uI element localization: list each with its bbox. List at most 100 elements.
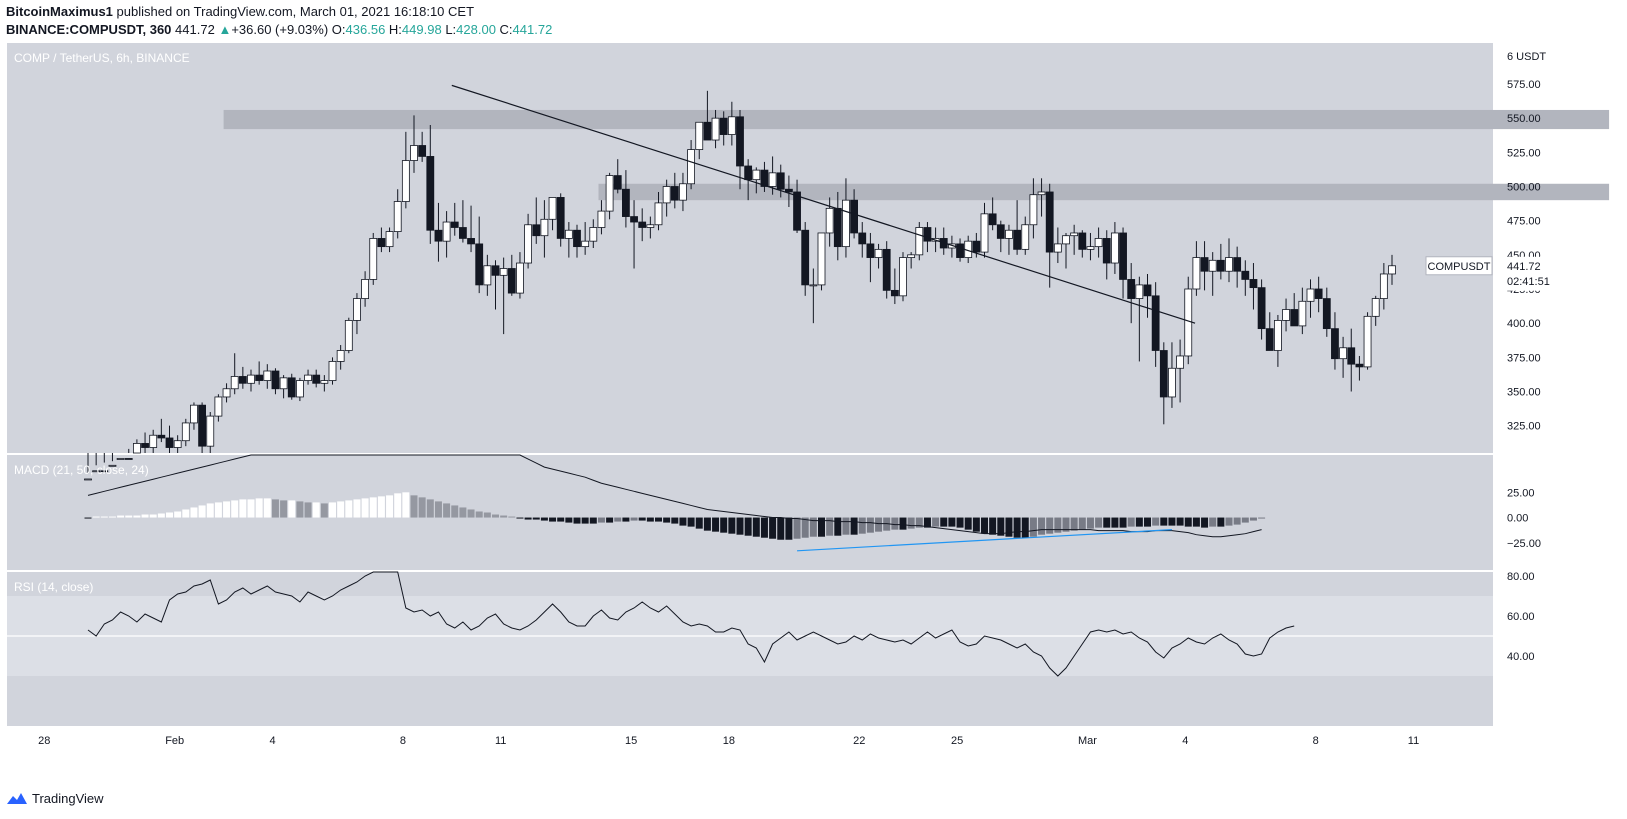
- candle[interactable]: [1233, 246, 1242, 288]
- candle[interactable]: [198, 402, 207, 453]
- candle[interactable]: [279, 375, 288, 399]
- candle[interactable]: [695, 121, 704, 160]
- candle[interactable]: [1159, 342, 1168, 425]
- candle[interactable]: [1379, 263, 1388, 310]
- candle[interactable]: [1339, 336, 1347, 378]
- candle[interactable]: [630, 200, 638, 269]
- candle[interactable]: [361, 271, 370, 307]
- candle[interactable]: [214, 394, 223, 422]
- candle[interactable]: [401, 131, 410, 209]
- candle[interactable]: [304, 369, 312, 385]
- candle[interactable]: [369, 232, 378, 285]
- candle[interactable]: [1298, 287, 1307, 335]
- candle[interactable]: [426, 125, 435, 244]
- candle[interactable]: [516, 252, 524, 299]
- candle[interactable]: [1274, 314, 1282, 367]
- candle[interactable]: [670, 172, 679, 209]
- candle[interactable]: [573, 224, 581, 258]
- candle[interactable]: [328, 357, 337, 385]
- candle[interactable]: [255, 361, 264, 385]
- candle[interactable]: [1355, 355, 1364, 381]
- candle[interactable]: [801, 222, 810, 296]
- candle[interactable]: [646, 216, 655, 239]
- candle[interactable]: [1192, 241, 1201, 296]
- resistance-zone[interactable]: [223, 109, 1610, 130]
- footer-brand[interactable]: TradingView: [32, 790, 104, 806]
- candle[interactable]: [287, 373, 296, 400]
- candle[interactable]: [817, 232, 826, 291]
- candle[interactable]: [581, 222, 590, 255]
- candle[interactable]: [556, 193, 565, 247]
- candle[interactable]: [132, 439, 141, 454]
- candle[interactable]: [263, 364, 272, 389]
- candle[interactable]: [84, 453, 92, 481]
- candle[interactable]: [882, 241, 891, 299]
- candle[interactable]: [1102, 230, 1111, 280]
- candle[interactable]: [344, 317, 353, 354]
- candle[interactable]: [312, 369, 321, 388]
- candle[interactable]: [483, 254, 492, 296]
- candle[interactable]: [1200, 241, 1209, 291]
- candle[interactable]: [858, 222, 867, 258]
- candle[interactable]: [532, 197, 541, 244]
- candle[interactable]: [100, 453, 109, 473]
- candle[interactable]: [1282, 298, 1290, 332]
- candle[interactable]: [238, 366, 247, 389]
- candle[interactable]: [295, 377, 304, 402]
- candle[interactable]: [711, 109, 720, 149]
- candle[interactable]: [507, 254, 516, 296]
- candle[interactable]: [548, 197, 557, 231]
- candle[interactable]: [499, 257, 508, 335]
- candle[interactable]: [124, 448, 133, 460]
- candle[interactable]: [1086, 232, 1095, 261]
- candle[interactable]: [149, 429, 158, 453]
- candle[interactable]: [890, 268, 899, 305]
- author-name[interactable]: BitcoinMaximus1: [6, 4, 113, 19]
- candle[interactable]: [116, 453, 125, 460]
- candle[interactable]: [247, 369, 255, 392]
- candle[interactable]: [809, 268, 818, 324]
- candle[interactable]: [108, 453, 117, 467]
- candle[interactable]: [418, 131, 427, 162]
- candle[interactable]: [467, 205, 475, 253]
- candle[interactable]: [597, 200, 606, 235]
- candle[interactable]: [173, 435, 182, 453]
- candle[interactable]: [654, 191, 663, 231]
- candle[interactable]: [899, 252, 907, 302]
- candle[interactable]: [434, 202, 443, 262]
- resistance-zone[interactable]: [598, 183, 1610, 201]
- candle[interactable]: [141, 432, 149, 454]
- candle[interactable]: [1078, 230, 1087, 258]
- candle[interactable]: [622, 170, 630, 228]
- candle[interactable]: [1119, 227, 1127, 299]
- candle[interactable]: [336, 345, 345, 370]
- candle[interactable]: [703, 90, 712, 141]
- candle[interactable]: [1111, 222, 1119, 274]
- candle[interactable]: [1045, 183, 1054, 288]
- candle[interactable]: [874, 243, 883, 269]
- candle[interactable]: [540, 200, 549, 258]
- macd-pane[interactable]: [7, 455, 1493, 570]
- candle[interactable]: [988, 197, 997, 231]
- candle[interactable]: [1216, 243, 1225, 280]
- candle[interactable]: [377, 227, 386, 253]
- candle[interactable]: [1168, 342, 1176, 408]
- candle[interactable]: [491, 260, 500, 310]
- candle[interactable]: [662, 179, 671, 217]
- candle[interactable]: [1241, 260, 1250, 296]
- candle[interactable]: [589, 219, 598, 248]
- candle[interactable]: [1176, 339, 1184, 403]
- candle[interactable]: [1225, 238, 1233, 283]
- candle[interactable]: [980, 202, 989, 258]
- candle[interactable]: [222, 383, 231, 403]
- candle[interactable]: [458, 200, 467, 243]
- candle[interactable]: [1094, 227, 1103, 258]
- candle[interactable]: [1005, 224, 1013, 255]
- candle[interactable]: [190, 402, 198, 430]
- candle[interactable]: [736, 109, 744, 190]
- candle[interactable]: [1053, 227, 1062, 264]
- candle[interactable]: [1127, 263, 1136, 324]
- candle[interactable]: [1143, 273, 1152, 318]
- bullish-divergence-line[interactable]: [797, 529, 1172, 552]
